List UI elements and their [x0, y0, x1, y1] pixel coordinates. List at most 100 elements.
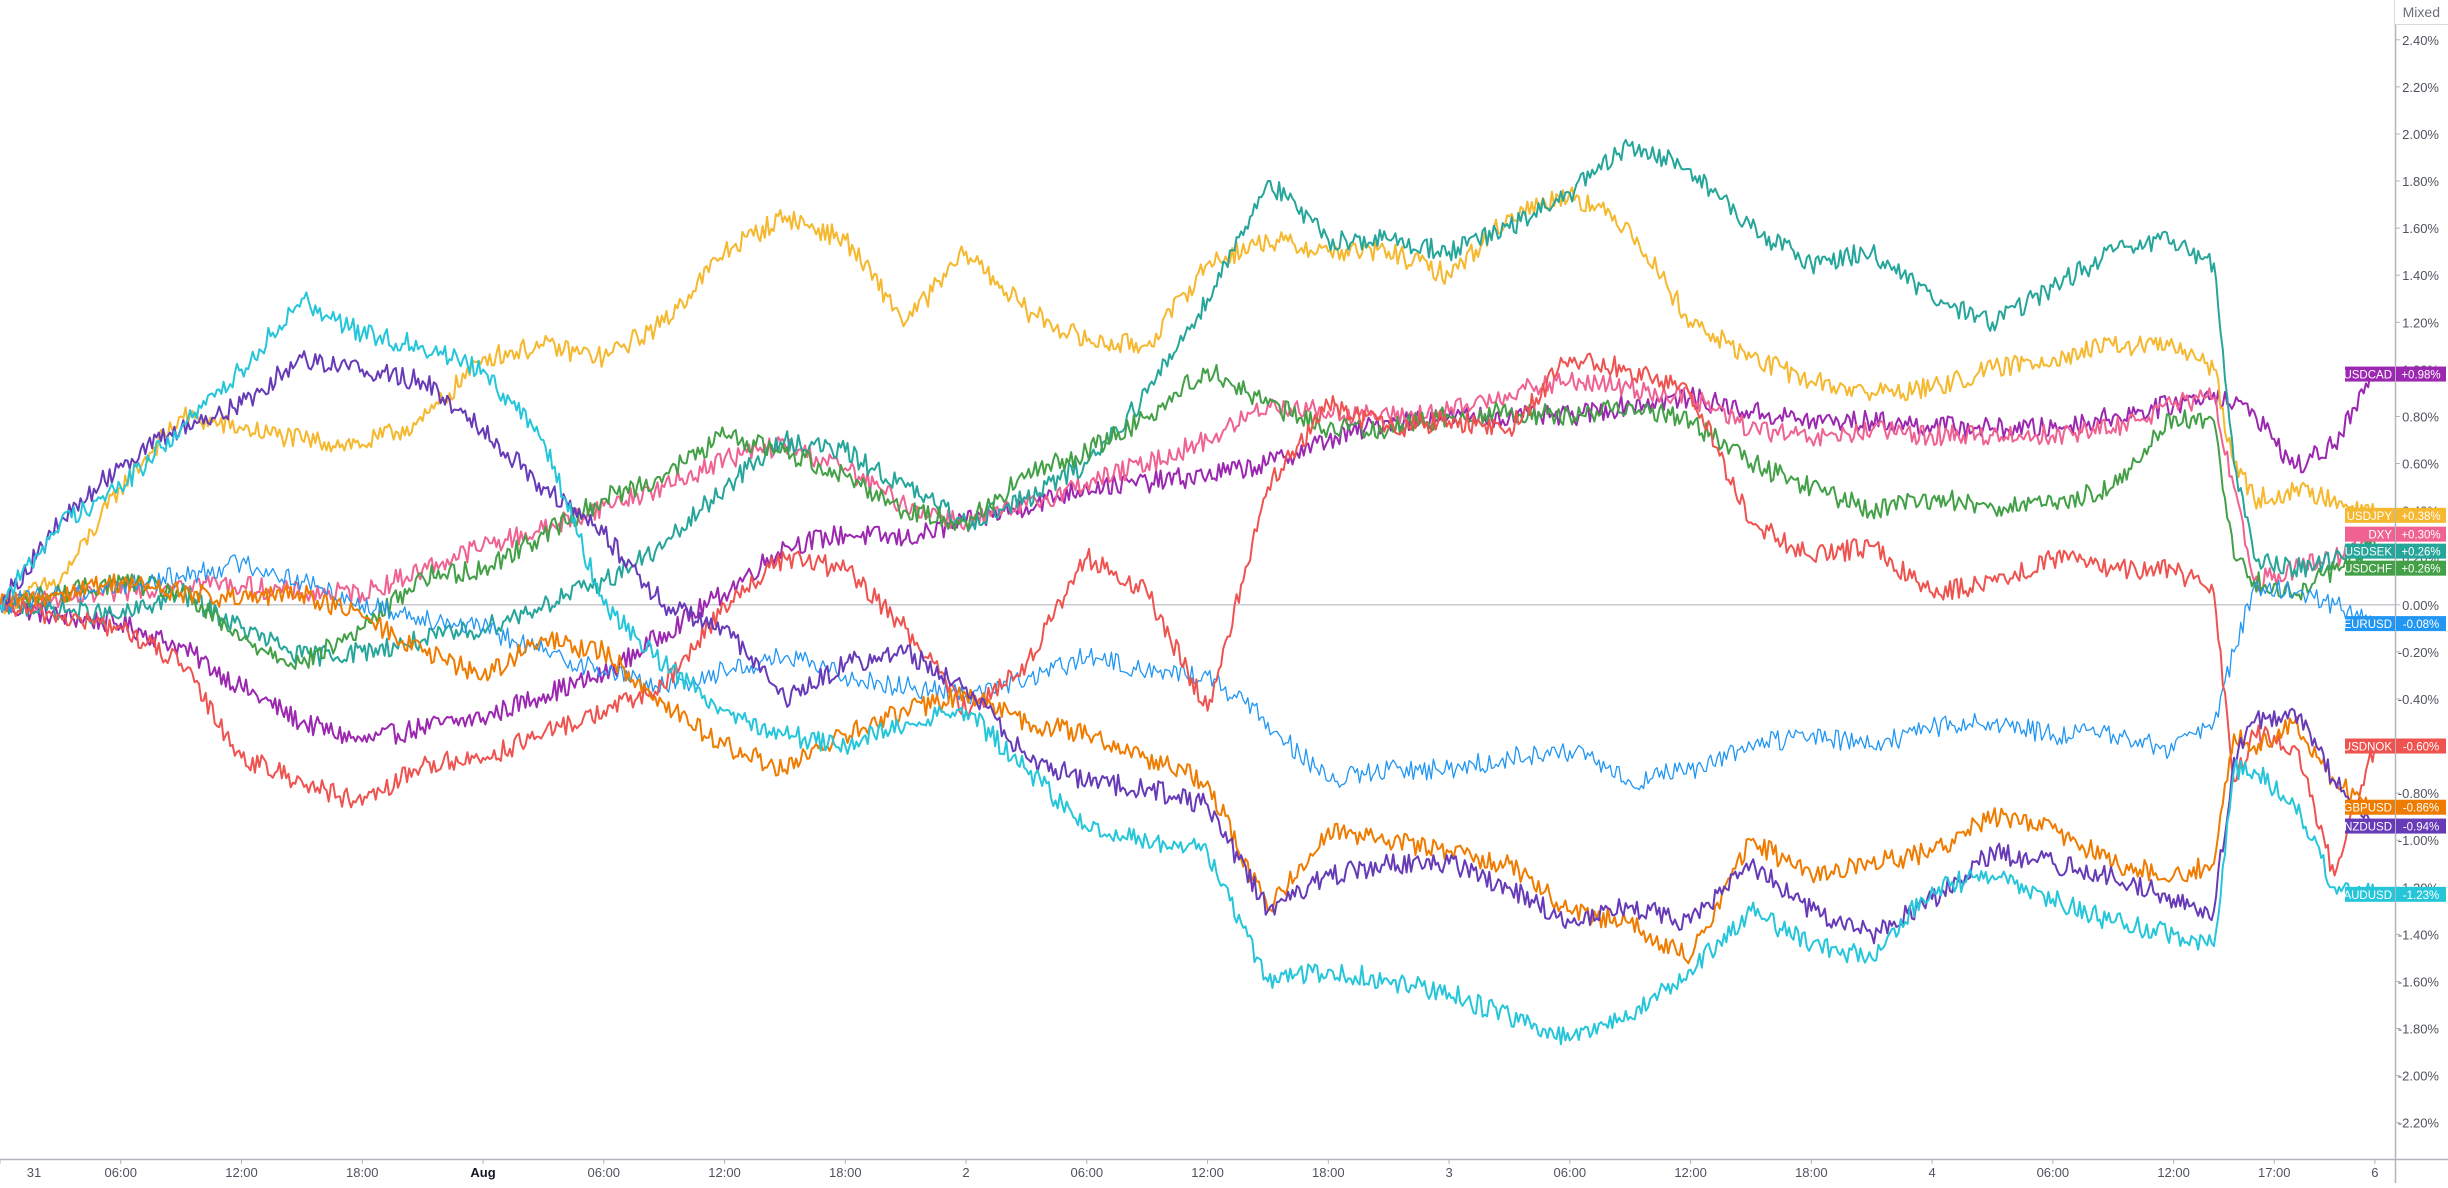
y-tick-label: 0.00%	[2402, 598, 2439, 613]
x-tick-label: 12:00	[225, 1165, 258, 1180]
series-label-audusd[interactable]: AUDUSD -1.23%	[2343, 886, 2446, 902]
series-label-gbpusd[interactable]: GBPUSD -0.86%	[2343, 799, 2446, 815]
series-value-tag	[2396, 738, 2446, 754]
series-name-tag	[2345, 799, 2395, 815]
y-tick-label: -0.80%	[2398, 786, 2440, 801]
x-tick-label: 06:00	[1554, 1165, 1587, 1180]
series-value-text: -0.08%	[2403, 619, 2439, 631]
x-tick-label: 2	[962, 1165, 969, 1180]
series-line-usdchf	[0, 364, 2376, 670]
series-value-text: -0.94%	[2403, 822, 2439, 834]
x-tick-label: 06:00	[1071, 1165, 1104, 1180]
x-tick-label: 06:00	[2037, 1165, 2070, 1180]
series-value-tag	[2396, 616, 2446, 632]
series-line-usdjpy	[0, 186, 2376, 615]
x-tick-label: 06:00	[104, 1165, 137, 1180]
series-value-text: -0.86%	[2403, 803, 2439, 815]
series-name-tag	[2345, 507, 2395, 523]
series-name-tag	[2345, 526, 2395, 542]
series-value-tag	[2396, 526, 2446, 542]
series-name-tag	[2345, 366, 2395, 382]
series-label-usdnok[interactable]: USDNOK -0.60%	[2343, 738, 2446, 754]
series-value-text: +0.30%	[2401, 530, 2440, 542]
x-tick-label: 18:00	[829, 1165, 862, 1180]
series-label-usdcad[interactable]: USDCAD +0.98%	[2343, 366, 2446, 382]
x-tick-label: 12:00	[1674, 1165, 1707, 1180]
series-label-usdsek[interactable]: USDSEK +0.26%	[2345, 543, 2446, 559]
x-tick-label: 06:00	[588, 1165, 621, 1180]
series-value-tag	[2396, 543, 2446, 559]
y-tick-label: 1.60%	[2402, 221, 2439, 236]
series-value-tag	[2396, 799, 2446, 815]
series-value-tag	[2396, 366, 2446, 382]
series-name-text: NZDUSD	[2344, 822, 2392, 834]
x-tick-label: Aug	[470, 1165, 495, 1180]
y-tick-label: -0.40%	[2398, 692, 2440, 707]
y-tick-label: -2.20%	[2398, 1116, 2440, 1131]
series-name-text: GBPUSD	[2343, 803, 2392, 815]
x-tick-label: 18:00	[1795, 1165, 1828, 1180]
x-tick-label: 6	[2371, 1165, 2378, 1180]
y-tick-label: 1.20%	[2402, 315, 2439, 330]
series-label-usdchf[interactable]: USDCHF +0.26%	[2344, 560, 2446, 576]
series-line-usdnok	[0, 352, 2376, 877]
series-label-usdjpy[interactable]: USDJPY +0.38%	[2345, 507, 2446, 523]
series-value-text: +0.38%	[2401, 511, 2440, 523]
series-name-text: EURUSD	[2343, 619, 2392, 631]
x-tick-label: 4	[1928, 1165, 1935, 1180]
x-tick-label: 18:00	[1312, 1165, 1345, 1180]
x-tick-label: 12:00	[2157, 1165, 2190, 1180]
series-name-tag	[2345, 738, 2395, 754]
series-name-text: USDJPY	[2347, 511, 2393, 523]
y-tick-label: 1.80%	[2402, 174, 2439, 189]
series-line-eurusd	[0, 554, 2376, 791]
y-tick-label: -1.60%	[2398, 974, 2440, 989]
series-value-tag	[2396, 818, 2446, 834]
x-tick-label: 12:00	[1191, 1165, 1224, 1180]
y-tick-label: -1.40%	[2398, 927, 2440, 942]
series-name-tag	[2345, 560, 2395, 576]
series-value-tag	[2396, 886, 2446, 902]
series-label-eurusd[interactable]: EURUSD -0.08%	[2343, 616, 2446, 632]
y-tick-label: 2.00%	[2402, 127, 2439, 142]
scale-mode-button[interactable]: Mixed	[2393, 0, 2448, 25]
series-line-nzdusd	[0, 350, 2376, 945]
series-line-audusd	[0, 291, 2376, 1046]
series-name-text: USDCAD	[2343, 370, 2392, 382]
series-name-tag	[2345, 886, 2395, 902]
series-name-text: DXY	[2368, 530, 2392, 542]
series-value-text: -0.60%	[2403, 742, 2439, 754]
series-value-text: +0.26%	[2401, 564, 2440, 576]
series-value-text: +0.26%	[2401, 547, 2440, 559]
y-tick-label: 0.80%	[2402, 409, 2439, 424]
series-name-text: USDNOK	[2343, 742, 2393, 754]
y-tick-label: 0.60%	[2402, 457, 2439, 472]
y-tick-label: -2.00%	[2398, 1069, 2440, 1084]
series-value-labels: USDCAD +0.98% USDJPY +0.38% DXY +0.30% USDSEK +…	[2343, 366, 2446, 902]
x-tick-label: 12:00	[708, 1165, 741, 1180]
series-line-dxy	[0, 371, 2376, 614]
y-tick-label: 2.40%	[2402, 33, 2439, 48]
y-tick-label: -0.20%	[2398, 645, 2440, 660]
x-tick-label: 17:00	[2258, 1165, 2291, 1180]
series-lines	[0, 138, 2376, 1046]
series-name-text: USDSEK	[2345, 547, 2393, 559]
series-name-tag	[2345, 818, 2395, 834]
price-scale[interactable]: 2.40%2.20%2.00%1.80%1.60%1.40%1.20%1.00%…	[2395, 33, 2439, 1131]
series-value-tag	[2396, 560, 2446, 576]
series-line-usdcad	[0, 370, 2376, 745]
series-label-dxy[interactable]: DXY +0.30%	[2345, 526, 2446, 542]
series-value-tag	[2396, 507, 2446, 523]
series-name-text: AUDUSD	[2343, 890, 2392, 902]
time-scale[interactable]: 31 06:00 12:00 18:00 Aug 06:00 12:00 18:00 2 06:0…	[0, 1159, 2378, 1180]
y-tick-label: 1.40%	[2402, 268, 2439, 283]
series-label-nzdusd[interactable]: NZDUSD -0.94%	[2344, 818, 2446, 834]
series-name-text: USDCHF	[2344, 564, 2392, 576]
x-tick-label: 18:00	[346, 1165, 379, 1180]
x-tick-label: 31	[27, 1165, 41, 1180]
series-value-text: -1.23%	[2403, 890, 2439, 902]
y-tick-label: -1.00%	[2398, 833, 2440, 848]
series-name-tag	[2345, 616, 2395, 632]
